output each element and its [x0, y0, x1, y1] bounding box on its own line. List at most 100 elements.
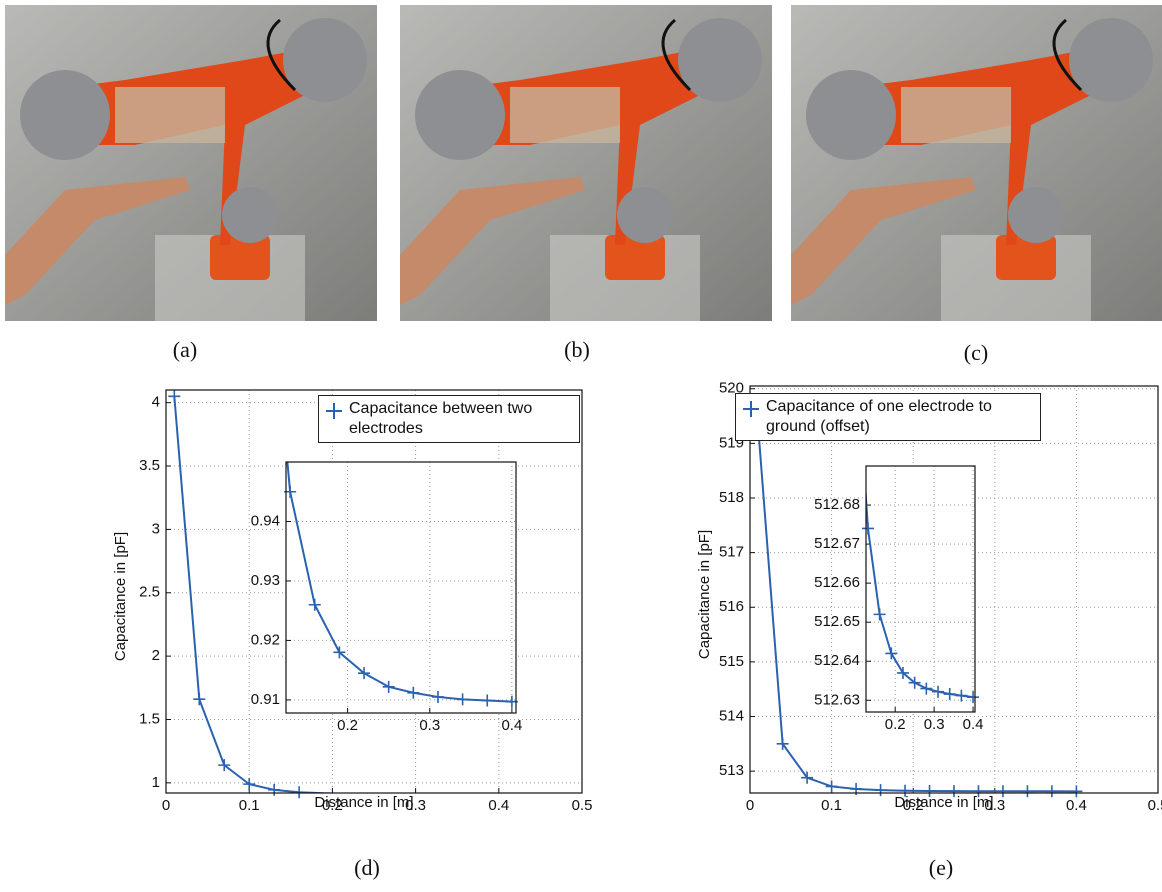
y-tick-label: 0.94 [251, 512, 280, 529]
point-marker [1070, 785, 1083, 798]
point-marker [967, 691, 980, 704]
x-tick-label: 0.4 [963, 716, 984, 733]
point-marker [923, 784, 936, 797]
legend: Capacitance between two electrodes [318, 395, 580, 443]
y-tick-label: 512.68 [814, 496, 860, 513]
point-marker [333, 646, 346, 659]
point-marker [908, 676, 921, 689]
point-marker [243, 778, 256, 791]
point-marker [456, 693, 469, 706]
photo [789, 3, 1162, 323]
y-tick-label: 520 [719, 380, 744, 397]
inset-background [866, 466, 975, 712]
y-axis-label: Capacitance in [pF] [112, 532, 129, 661]
point-marker [382, 680, 395, 693]
inset-frame [285, 461, 517, 714]
y-tick-label: 2 [152, 647, 160, 664]
x-tick-label: 0.3 [419, 717, 440, 734]
point-marker [431, 690, 444, 703]
point-marker [268, 783, 281, 796]
y-tick-label: 1 [152, 774, 160, 791]
x-tick-label: 0.5 [1148, 797, 1162, 814]
x-tick-label: 0.2 [885, 716, 906, 733]
x-tick-label: 0.2 [337, 717, 358, 734]
x-tick-label: 0.4 [501, 717, 522, 734]
point-marker [358, 667, 371, 680]
point-marker [920, 682, 933, 695]
y-tick-label: 3 [152, 520, 160, 537]
x-tick-label: 0.5 [572, 797, 593, 814]
x-tick-label: 0.4 [1066, 797, 1087, 814]
legend-label: Capacitance of one electrode to ground (… [766, 398, 992, 435]
point-marker [932, 685, 945, 698]
point-marker [972, 785, 985, 798]
photo [398, 3, 774, 323]
caption: (a) [173, 337, 197, 362]
y-tick-label: 516 [719, 598, 744, 615]
point-marker [218, 759, 231, 772]
y-tick-label: 512.64 [814, 652, 860, 669]
point-marker [481, 694, 494, 707]
x-tick-label: 0.2 [322, 797, 343, 814]
point-marker [943, 688, 956, 701]
point-marker [168, 390, 181, 403]
point-marker [896, 666, 909, 679]
caption: (e) [929, 855, 953, 880]
caption: (c) [964, 340, 988, 365]
point-marker [861, 522, 874, 535]
point-marker [801, 771, 814, 784]
x-tick-label: 0 [162, 797, 170, 814]
legend-label: Capacitance between two electrodes [349, 400, 533, 437]
plot-frame [749, 385, 1159, 794]
point-marker [407, 686, 420, 699]
inset-frame [865, 465, 976, 713]
y-tick-label: 0.92 [251, 631, 280, 648]
x-tick-label: 0.3 [405, 797, 426, 814]
y-tick-label: 1.5 [139, 710, 160, 727]
point-marker [1021, 785, 1034, 798]
plot-frame [165, 389, 583, 794]
point-marker [955, 689, 968, 702]
point-marker [825, 780, 838, 793]
x-tick-label: 0.1 [239, 797, 260, 814]
x-tick-label: 0.1 [821, 797, 842, 814]
y-tick-label: 514 [719, 707, 744, 724]
point-marker [1045, 785, 1058, 798]
point-marker [885, 647, 898, 660]
x-tick-label: 0.4 [488, 797, 509, 814]
y-axis-label: Capacitance in [pF] [696, 530, 713, 659]
x-axis-label: Distance in [m] [314, 794, 413, 811]
y-tick-label: 512.67 [814, 535, 860, 552]
y-tick-label: 0.91 [251, 691, 280, 708]
y-tick-label: 513 [719, 762, 744, 779]
point-marker [874, 784, 887, 797]
point-marker [193, 693, 206, 706]
y-tick-label: 515 [719, 653, 744, 670]
y-tick-label: 2.5 [139, 584, 160, 601]
line-series [173, 396, 377, 793]
y-tick-label: 4 [152, 394, 160, 411]
caption: (b) [564, 337, 590, 362]
legend-marker [326, 403, 342, 419]
legend-marker [743, 401, 759, 417]
y-tick-label: 512.63 [814, 691, 860, 708]
caption: (d) [354, 855, 380, 880]
photo [3, 3, 379, 323]
point-marker [293, 786, 306, 799]
y-tick-label: 512.66 [814, 574, 860, 591]
point-marker [996, 785, 1009, 798]
x-tick-label: 0.3 [984, 797, 1005, 814]
x-axis-label: Distance in [m] [894, 794, 993, 811]
x-tick-label: 0.3 [924, 716, 945, 733]
point-marker [899, 784, 912, 797]
x-tick-label: 0.2 [903, 797, 924, 814]
y-tick-label: 517 [719, 544, 744, 561]
y-tick-label: 518 [719, 489, 744, 506]
point-marker [308, 598, 321, 611]
y-tick-label: 3.5 [139, 457, 160, 474]
point-marker [776, 737, 789, 750]
inset-background [286, 462, 516, 713]
legend: Capacitance of one electrode to ground (… [735, 393, 1041, 441]
x-tick-label: 0 [746, 797, 754, 814]
